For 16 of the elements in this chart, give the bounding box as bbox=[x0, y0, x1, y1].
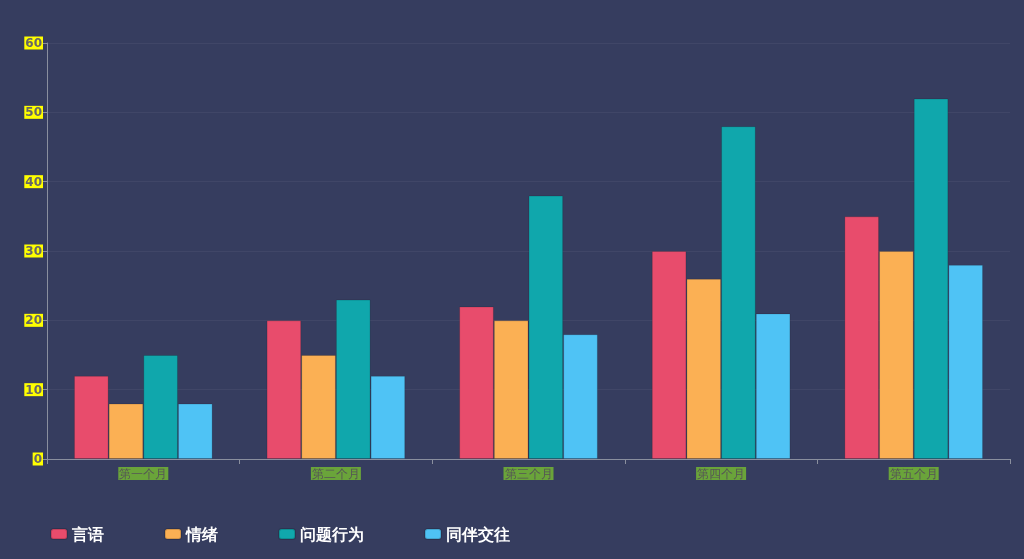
x-tick-label: 第五个月 bbox=[889, 467, 938, 481]
x-tick-label: 第三个月 bbox=[504, 467, 553, 481]
y-tick-label: 40 bbox=[25, 174, 42, 189]
y-tick-label: 60 bbox=[25, 36, 42, 50]
y-tick-label: 0 bbox=[33, 452, 42, 466]
y-tick-label: 30 bbox=[25, 244, 42, 258]
legend-label: 问题行为 bbox=[300, 525, 364, 543]
y-tick-label: 10 bbox=[25, 382, 42, 397]
x-tick-label: 第二个月 bbox=[311, 467, 360, 481]
legend-label: 言语 bbox=[71, 524, 104, 543]
y-tick-label: 20 bbox=[25, 313, 42, 328]
x-tick-label: 第四个月 bbox=[697, 467, 746, 481]
y-tick-label: 50 bbox=[25, 105, 42, 120]
legend-label: 情绪 bbox=[185, 525, 218, 543]
legend-label: 同伴交往 bbox=[446, 524, 510, 543]
x-tick-label: 第一个月 bbox=[119, 467, 168, 481]
